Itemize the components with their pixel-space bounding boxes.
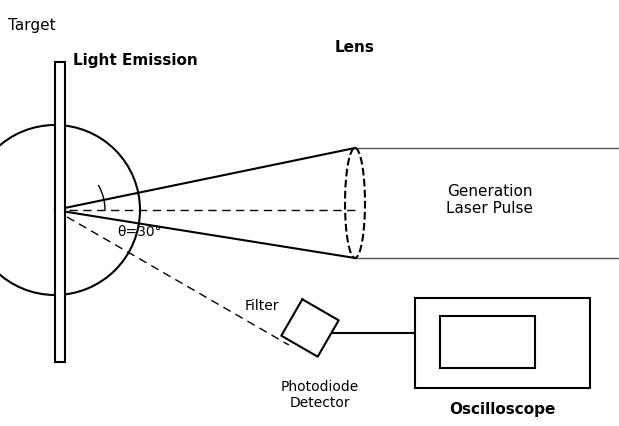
Bar [440, 316, 535, 368]
Text: Filter: Filter [245, 299, 279, 313]
Text: Photodiode
Detector: Photodiode Detector [281, 380, 359, 410]
Text: θ=30°: θ=30° [117, 225, 162, 239]
Text: Oscilloscope: Oscilloscope [449, 402, 556, 417]
Text: Target: Target [8, 18, 56, 33]
Bar [55, 62, 65, 362]
Polygon shape [281, 299, 339, 357]
Text: Light Emission: Light Emission [72, 53, 197, 68]
Text: Generation
Laser Pulse: Generation Laser Pulse [446, 184, 534, 216]
Bar [415, 298, 590, 388]
Text: Lens: Lens [335, 40, 375, 55]
